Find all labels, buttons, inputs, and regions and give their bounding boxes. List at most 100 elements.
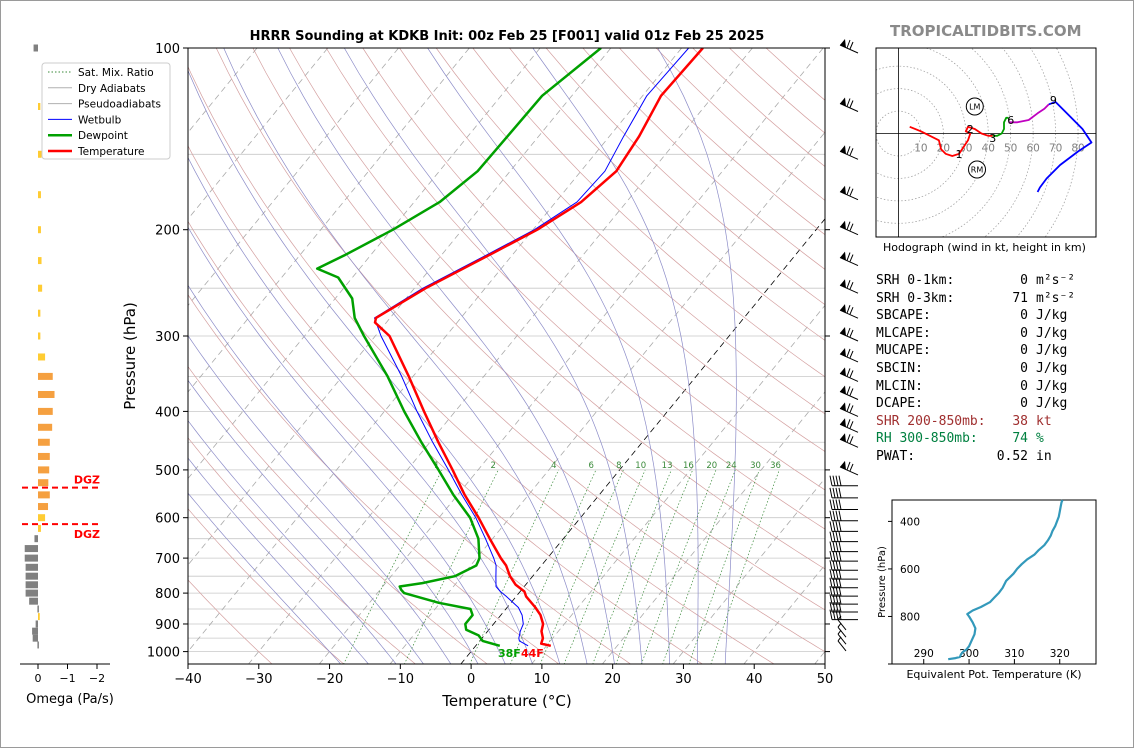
stat-unit: % [1036,431,1044,447]
omega-bar [38,491,50,499]
isotherm [188,48,682,653]
theta-e-ytick-label: 600 [900,564,920,576]
omega-bar [32,634,38,642]
omega-bar [38,452,50,460]
omega-bar [38,613,40,621]
y-tick-label: 600 [155,512,180,527]
stat-row: MUCAPE: 0 J/kg [876,342,1116,360]
stat-unit: J/kg [1036,396,1068,412]
stat-row: MLCIN: 0 J/kg [876,378,1116,396]
wind-barb [829,609,858,621]
omega-tick-label: −2 [89,672,105,685]
y-tick-label: 900 [155,618,180,633]
y-tick-label: 200 [155,224,180,239]
legend-label: Sat. Mix. Ratio [78,67,154,79]
stat-label: MLCIN: [876,378,923,394]
stat-value: 0 [1020,396,1028,412]
wind-barb [839,304,859,319]
hodo-segment [1008,103,1050,124]
y-tick-label: 1000 [147,646,180,661]
mixing-ratio-line [710,469,780,664]
hodo-ring-label: 70 [1049,143,1062,155]
mixing-ratio-line [404,469,499,664]
isotherm [672,477,825,664]
x-tick-label: −30 [245,672,272,687]
theta-e-ytick-label: 400 [900,516,920,528]
wind-barb [829,510,858,522]
moist-adiabat [188,69,561,664]
wind-barb [839,418,859,433]
wind-barb [839,97,859,112]
dry-adiabat [289,48,825,570]
moist-adiabat [188,335,452,664]
stat-row: SBCIN: 0 J/kg [876,360,1116,378]
wind-barb [839,367,859,382]
stat-unit: J/kg [1036,325,1068,341]
omega-chart: 0 −1 −2 DGZ DGZ [20,44,110,685]
moist-adiabat [188,379,424,664]
x-tick-label: 30 [675,672,692,687]
omega-xlabel: Omega (Pa/s) [26,692,114,707]
mixing-ratio-line [662,469,736,664]
wind-barb [829,531,858,543]
omega-bar [38,102,41,110]
dry-adiabat [188,294,560,664]
omega-bar [24,545,38,553]
y-tick-label: 500 [155,464,180,479]
wind-barb [829,499,858,511]
omega-bar [38,150,42,158]
mixing-ratio-label: 2 [490,461,495,471]
omega-bar [38,309,41,317]
theta-e-border [891,499,1097,665]
mixing-ratio-label: 20 [706,461,717,471]
mixing-ratio-label: 10 [635,461,646,471]
mixing-ratio-label: 24 [726,461,737,471]
storm-motion-label: RM [971,166,984,175]
wind-barb [829,541,858,553]
stat-row: MLCAPE: 0 J/kg [876,325,1116,343]
moist-adiabat [427,48,671,664]
omega-bar [25,581,38,589]
omega-bar [38,503,49,511]
legend-label: Dry Adiabats [78,83,146,95]
dry-adiabat [435,48,825,415]
wind-barb [839,433,859,448]
moist-adiabat [188,457,369,664]
y-tick-label: 400 [155,405,180,420]
stat-row: SRH 0-1km: 0 m²s⁻² [876,272,1116,290]
mixing-ratio-label: 30 [750,461,761,471]
dry-adiabat [188,220,632,664]
wind-barb [829,601,858,613]
dry-adiabat [509,48,825,341]
legend: Sat. Mix. Ratio Dry Adiabats Pseudoadiabat… [41,62,171,160]
wind-barb [837,622,847,638]
omega-bar [34,535,38,543]
stat-label: PWAT: [876,448,916,464]
stat-unit: m²s⁻² [1036,273,1076,288]
dry-adiabat [188,579,273,664]
wind-barb [829,487,858,499]
omega-bar [38,466,50,474]
hodo-border [875,47,1097,238]
mixing-ratio-line [615,469,694,664]
stat-value: 0 [1020,378,1028,394]
mixing-ratio-line [563,469,646,664]
stat-row: PWAT: 0.52 in [876,448,1116,466]
y-tick-label: 100 [155,42,180,57]
isotherm [318,48,824,664]
wind-barb [839,402,859,417]
stat-row: RH 300-850mb: 74% [876,430,1116,448]
wind-barb [829,475,858,487]
omega-bar [38,332,41,340]
hodo-height-label: 3 [989,132,996,145]
stat-row: SBCAPE: 0 J/kg [876,307,1116,325]
mixing-ratio-label: 4 [551,461,556,471]
wind-barb [837,636,847,652]
moist-adiabat [343,48,643,664]
mixing-ratio-line [592,469,672,664]
theta-e-xtick-label: 290 [914,648,934,660]
hodo-ring-label: 10 [914,143,927,155]
